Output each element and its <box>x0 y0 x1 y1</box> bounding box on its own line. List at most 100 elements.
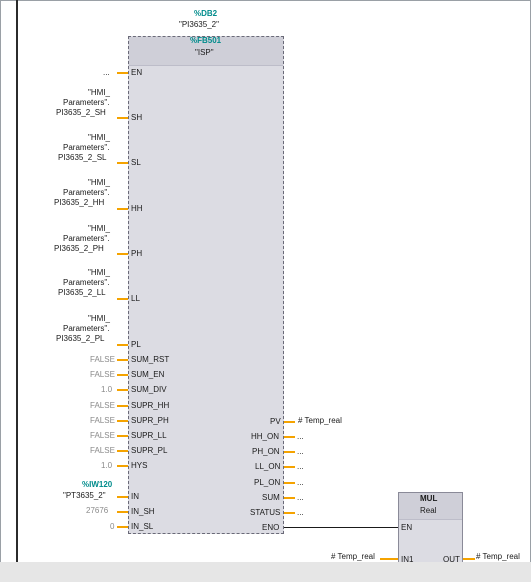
status-value[interactable]: ... <box>297 508 304 517</box>
ph-on-label: PH_ON <box>252 447 280 456</box>
hh-operand-line3[interactable]: PI3635_2_HH <box>54 198 105 207</box>
in-sh-label: IN_SH <box>131 507 155 516</box>
ph-pin <box>117 253 128 255</box>
hh-label: HH <box>131 204 143 213</box>
mul-out-pin <box>463 558 475 560</box>
sum-div-value[interactable]: 1.0 <box>101 385 113 394</box>
mul-out-value[interactable]: # Temp_real <box>476 552 520 561</box>
hys-value[interactable]: 1.0 <box>101 461 113 470</box>
sl-operand-line3[interactable]: PI3635_2_SL <box>58 153 107 162</box>
supr-hh-value[interactable]: FALSE <box>90 401 115 410</box>
supr-pl-value[interactable]: FALSE <box>90 446 115 455</box>
mul-in1-value[interactable]: # Temp_real <box>331 552 375 561</box>
in-sl-pin <box>117 526 128 528</box>
en-pin <box>117 72 128 74</box>
hh-on-label: HH_ON <box>251 432 280 441</box>
sl-operand-line2[interactable]: Parameters". <box>63 143 110 152</box>
ll-on-label: LL_ON <box>255 462 281 471</box>
status-pin <box>284 512 295 514</box>
pv-label: PV <box>270 417 281 426</box>
mul-title: MUL <box>420 494 438 503</box>
sum-div-pin <box>117 389 128 391</box>
in-operand[interactable]: "PT3635_2" <box>63 491 106 500</box>
hh-on-value[interactable]: ... <box>297 432 304 441</box>
pv-pin <box>284 421 295 423</box>
sh-operand-line3[interactable]: PI3635_2_SH <box>56 108 106 117</box>
mul-in1-pin <box>380 558 398 560</box>
supr-ph-value[interactable]: FALSE <box>90 416 115 425</box>
ph-on-value[interactable]: ... <box>297 447 304 456</box>
sum-label: SUM <box>262 493 280 502</box>
ll-operand-line1[interactable]: "HMI_ <box>88 268 110 277</box>
mul-type-selector[interactable]: Real <box>420 506 437 515</box>
ll-on-value[interactable]: ... <box>297 462 304 471</box>
pv-value[interactable]: # Temp_real <box>298 416 342 425</box>
hh-operand-line1[interactable]: "HMI_ <box>88 178 110 187</box>
supr-ph-pin <box>117 420 128 422</box>
ll-operand-line2[interactable]: Parameters". <box>63 278 110 287</box>
sl-label: SL <box>131 158 141 167</box>
sh-operand-line1[interactable]: "HMI_ <box>88 88 110 97</box>
pl-on-pin <box>284 482 295 484</box>
mul-out-label: OUT <box>443 555 460 564</box>
ph-operand-line1[interactable]: "HMI_ <box>88 224 110 233</box>
supr-ll-value[interactable]: FALSE <box>90 431 115 440</box>
mul-in1-label: IN1 <box>401 555 414 564</box>
sum-en-pin <box>117 374 128 376</box>
sum-en-label: SUM_EN <box>131 370 165 379</box>
pl-operand-line1[interactable]: "HMI_ <box>88 314 110 323</box>
pl-pin <box>117 344 128 346</box>
sh-operand-line2[interactable]: Parameters". <box>63 98 110 107</box>
sum-rst-label: SUM_RST <box>131 355 170 364</box>
instance-db-name[interactable]: "PI3635_2" <box>179 20 219 29</box>
pl-on-value[interactable]: ... <box>297 478 304 487</box>
eno-to-mul-en-wire <box>284 527 398 528</box>
pl-operand-line2[interactable]: Parameters". <box>63 324 110 333</box>
ll-label: LL <box>131 294 140 303</box>
pl-label: PL <box>131 340 141 349</box>
supr-pl-pin <box>117 450 128 452</box>
ph-label: PH <box>131 249 143 258</box>
ll-operand-line3[interactable]: PI3635_2_LL <box>58 288 106 297</box>
sl-pin <box>117 162 128 164</box>
supr-pl-label: SUPR_PL <box>131 446 168 455</box>
block-header <box>129 37 283 66</box>
status-label: STATUS <box>250 508 281 517</box>
pl-operand-line3[interactable]: PI3635_2_PL <box>56 334 105 343</box>
hh-operand-line2[interactable]: Parameters". <box>63 188 110 197</box>
mul-en-label: EN <box>401 523 413 532</box>
editor-bottom-bar <box>0 562 531 582</box>
sum-rst-pin <box>117 359 128 361</box>
sum-rst-value[interactable]: FALSE <box>90 355 115 364</box>
in-pin <box>117 496 128 498</box>
mul-block[interactable] <box>398 492 463 572</box>
block-type-name: "ISP" <box>195 48 214 57</box>
in-sl-value[interactable]: 0 <box>110 522 115 531</box>
ll-on-pin <box>284 466 295 468</box>
supr-ll-pin <box>117 435 128 437</box>
ph-operand-line3[interactable]: PI3635_2_PH <box>54 244 104 253</box>
hh-pin <box>117 208 128 210</box>
ph-operand-line2[interactable]: Parameters". <box>63 234 110 243</box>
pl-on-label: PL_ON <box>254 478 281 487</box>
sum-en-value[interactable]: FALSE <box>90 370 115 379</box>
hh-on-pin <box>284 436 295 438</box>
eno-label: ENO <box>262 523 280 532</box>
sum-value[interactable]: ... <box>297 493 304 502</box>
hys-pin <box>117 465 128 467</box>
ll-pin <box>117 298 128 300</box>
en-input-value[interactable]: ... <box>103 68 110 77</box>
mul-block-header <box>399 493 462 520</box>
in-address: %IW120 <box>82 480 113 489</box>
sh-label: SH <box>131 113 143 122</box>
power-rail <box>16 0 18 562</box>
sl-operand-line1[interactable]: "HMI_ <box>88 133 110 142</box>
in-label: IN <box>131 492 139 501</box>
isp-function-block[interactable] <box>128 36 284 534</box>
in-sh-value[interactable]: 27676 <box>86 506 109 515</box>
block-fb-address: %FB501 <box>190 36 222 45</box>
hys-label: HYS <box>131 461 148 470</box>
supr-hh-pin <box>117 405 128 407</box>
in-sl-label: IN_SL <box>131 522 154 531</box>
supr-hh-label: SUPR_HH <box>131 401 170 410</box>
